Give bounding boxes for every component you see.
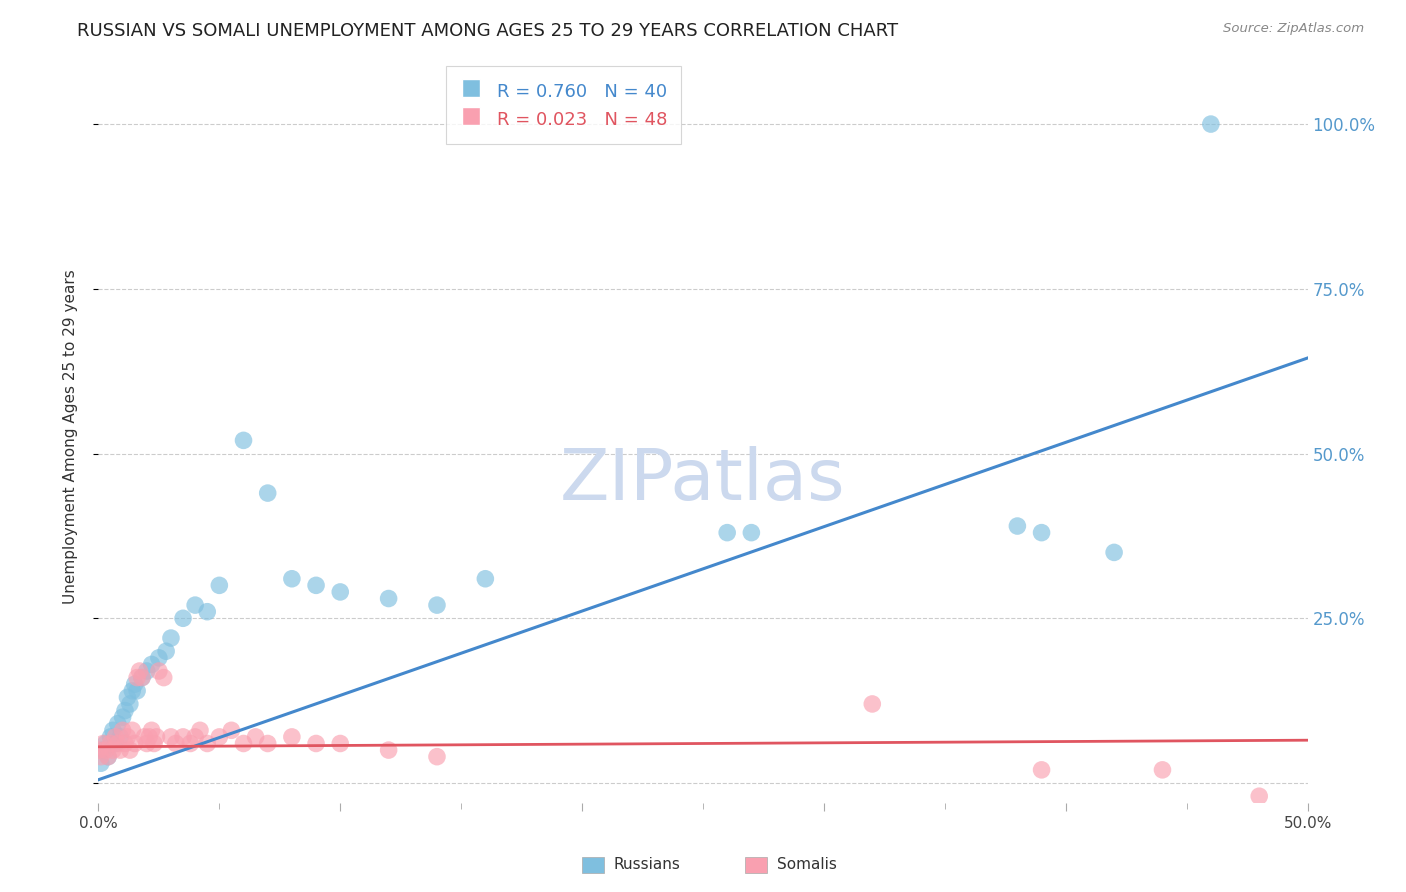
Point: [97, 749, 120, 764]
Legend: R = 0.760   N = 40, R = 0.023   N = 48: R = 0.760 N = 40, R = 0.023 N = 48: [446, 66, 682, 144]
Point: [94, 743, 117, 757]
Point: [121, 683, 143, 698]
Point: [195, 737, 218, 751]
Point: [131, 671, 153, 685]
Point: [131, 671, 153, 685]
Point: [124, 737, 146, 751]
Point: [245, 730, 267, 744]
Point: [716, 525, 738, 540]
Point: [1031, 763, 1053, 777]
Point: [474, 572, 496, 586]
Point: [329, 737, 352, 751]
Point: [208, 578, 231, 592]
Point: [127, 683, 149, 698]
Point: [87, 743, 110, 757]
Point: [208, 730, 231, 744]
Point: [329, 585, 352, 599]
Point: [281, 572, 304, 586]
Point: [111, 710, 134, 724]
Point: [91, 743, 114, 757]
Point: [426, 749, 449, 764]
Point: [111, 723, 134, 738]
Y-axis label: Unemployment Among Ages 25 to 29 years: Unemployment Among Ages 25 to 29 years: [63, 269, 77, 605]
Point: [134, 730, 156, 744]
Point: [90, 756, 112, 771]
Point: [91, 737, 114, 751]
Point: [221, 723, 243, 738]
Point: [117, 730, 139, 744]
Point: [121, 723, 143, 738]
Point: [232, 737, 254, 751]
Point: [377, 591, 399, 606]
Point: [152, 671, 174, 685]
Point: [179, 737, 201, 751]
Point: [256, 486, 278, 500]
Point: [94, 737, 117, 751]
Point: [107, 716, 129, 731]
Point: [184, 730, 207, 744]
Text: Somalis: Somalis: [776, 857, 837, 872]
Point: [281, 730, 304, 744]
Point: [1199, 117, 1222, 131]
Point: [165, 737, 187, 751]
Point: [426, 598, 449, 612]
Point: [195, 605, 218, 619]
Point: [108, 743, 131, 757]
Point: [160, 631, 183, 645]
Point: [184, 598, 207, 612]
Text: Source: ZipAtlas.com: Source: ZipAtlas.com: [1223, 22, 1364, 36]
Point: [305, 578, 328, 592]
Point: [114, 737, 136, 751]
Point: [305, 737, 328, 751]
Point: [148, 664, 170, 678]
Point: [256, 737, 278, 751]
Point: [128, 664, 150, 678]
Point: [172, 611, 194, 625]
FancyBboxPatch shape: [745, 857, 768, 873]
Text: ZIPatlas: ZIPatlas: [560, 447, 846, 516]
Point: [155, 644, 177, 658]
Point: [104, 737, 127, 751]
Point: [114, 704, 136, 718]
Point: [141, 657, 163, 672]
Point: [127, 671, 149, 685]
Point: [1031, 525, 1053, 540]
Point: [1152, 763, 1174, 777]
Point: [107, 737, 129, 751]
Point: [148, 650, 170, 665]
Point: [135, 664, 157, 678]
Point: [97, 749, 120, 764]
Point: [172, 730, 194, 744]
Point: [740, 525, 762, 540]
Point: [145, 730, 167, 744]
Point: [160, 730, 183, 744]
Point: [143, 737, 166, 751]
Point: [141, 723, 163, 738]
Point: [101, 723, 124, 738]
Point: [377, 743, 399, 757]
Text: RUSSIAN VS SOMALI UNEMPLOYMENT AMONG AGES 25 TO 29 YEARS CORRELATION CHART: RUSSIAN VS SOMALI UNEMPLOYMENT AMONG AGE…: [77, 22, 898, 40]
FancyBboxPatch shape: [582, 857, 603, 873]
Point: [1249, 789, 1271, 804]
Point: [1007, 519, 1029, 533]
Point: [104, 730, 127, 744]
Point: [860, 697, 883, 711]
Point: [101, 743, 124, 757]
Point: [117, 690, 139, 705]
Point: [90, 749, 112, 764]
Point: [188, 723, 211, 738]
Point: [118, 697, 141, 711]
Point: [124, 677, 146, 691]
Point: [135, 737, 157, 751]
Point: [118, 743, 141, 757]
Point: [232, 434, 254, 448]
Point: [108, 730, 131, 744]
Point: [1102, 545, 1125, 559]
Point: [138, 730, 160, 744]
Point: [100, 737, 122, 751]
Point: [100, 730, 122, 744]
Text: Russians: Russians: [613, 857, 681, 872]
